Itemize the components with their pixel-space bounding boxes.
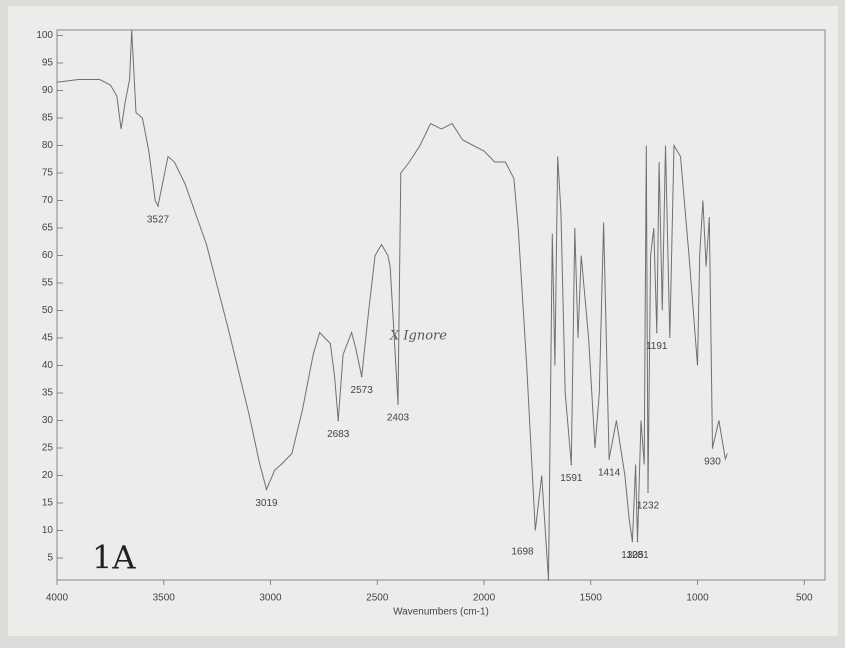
x-tick-label: 4000 bbox=[46, 593, 69, 604]
peak-label: 1591 bbox=[560, 473, 583, 484]
peak-label: 930 bbox=[704, 457, 721, 468]
y-tick-label: 90 bbox=[42, 85, 54, 96]
y-tick-label: 55 bbox=[42, 278, 54, 289]
peak-marker bbox=[570, 463, 573, 466]
y-tick-label: 85 bbox=[42, 113, 54, 124]
peak-label: 1191 bbox=[646, 341, 668, 352]
peak-marker bbox=[265, 488, 268, 491]
y-tick-label: 60 bbox=[42, 250, 54, 261]
y-tick-label: 40 bbox=[42, 360, 54, 371]
y-tick-label: 95 bbox=[42, 58, 54, 69]
x-tick-label: 2000 bbox=[473, 593, 496, 604]
peak-marker bbox=[360, 375, 363, 378]
peak-label: 1281 bbox=[626, 550, 649, 561]
x-axis-title: Wavenumbers (cm-1) bbox=[393, 607, 489, 618]
peak-marker bbox=[157, 205, 159, 207]
y-tick-label: 10 bbox=[42, 525, 54, 536]
x-tick-label: 2500 bbox=[366, 593, 389, 604]
sample-label: 1A bbox=[92, 539, 136, 577]
peak-label: 1305 bbox=[621, 550, 644, 561]
y-tick-label: 75 bbox=[42, 168, 54, 179]
peak-label: 3019 bbox=[255, 498, 278, 509]
y-tick-label: 30 bbox=[42, 415, 54, 426]
x-tick-label: 1500 bbox=[580, 593, 603, 604]
peak-label: 1698 bbox=[511, 547, 534, 558]
peak-label: 1232 bbox=[637, 501, 660, 512]
peak-label: 2573 bbox=[351, 385, 374, 396]
peak-label: 3527 bbox=[147, 215, 170, 226]
peak-marker bbox=[711, 447, 714, 449]
y-tick-label: 25 bbox=[42, 443, 54, 454]
peak-marker bbox=[631, 540, 634, 543]
y-tick-label: 20 bbox=[42, 470, 54, 481]
peak-label: 2683 bbox=[327, 429, 350, 440]
x-tick-label: 3500 bbox=[153, 593, 176, 604]
paper bbox=[8, 6, 838, 636]
y-tick-label: 15 bbox=[42, 498, 54, 509]
y-tick-label: 35 bbox=[42, 388, 54, 399]
spectrum-line bbox=[56, 29, 728, 581]
peak-label: 2403 bbox=[387, 413, 410, 424]
plot-frame bbox=[56, 29, 826, 581]
x-tick-label: 3000 bbox=[259, 593, 282, 604]
y-tick-label: 100 bbox=[36, 30, 53, 41]
y-tick-label: 65 bbox=[42, 223, 54, 234]
peak-marker bbox=[636, 540, 639, 543]
x-tick-label: 500 bbox=[796, 593, 813, 604]
y-tick-label: 70 bbox=[42, 195, 54, 206]
peak-marker bbox=[608, 458, 610, 460]
ignore-note: X Ignore bbox=[389, 329, 447, 344]
peak-marker bbox=[547, 579, 550, 581]
y-tick-label: 50 bbox=[42, 305, 54, 316]
peak-marker bbox=[397, 403, 399, 405]
peak-marker bbox=[647, 491, 649, 493]
y-tick-label: 80 bbox=[42, 140, 54, 151]
y-tick-label: 45 bbox=[42, 333, 54, 344]
peak-label: 1414 bbox=[598, 468, 621, 479]
peak-marker bbox=[337, 419, 339, 422]
y-tick-label: 5 bbox=[47, 553, 53, 564]
peak-marker bbox=[655, 331, 658, 334]
x-tick-label: 1000 bbox=[686, 593, 709, 604]
